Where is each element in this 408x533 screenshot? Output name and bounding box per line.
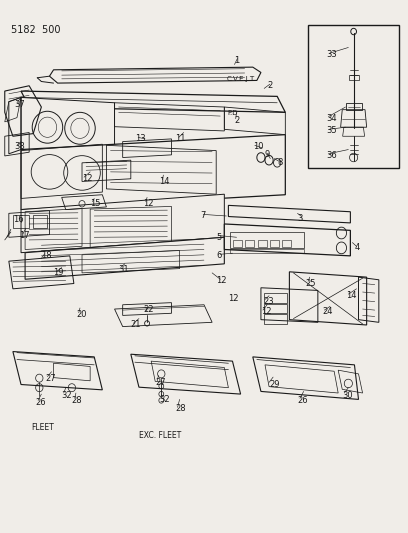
Text: 12: 12: [82, 174, 93, 183]
Polygon shape: [21, 194, 224, 253]
Text: 11: 11: [175, 134, 186, 143]
Text: 8: 8: [277, 158, 283, 167]
Bar: [264, 314, 286, 324]
Text: 27: 27: [45, 374, 56, 383]
Text: 9: 9: [265, 150, 270, 159]
Text: C.V.E.J.T: C.V.E.J.T: [226, 76, 255, 83]
Text: 33: 33: [326, 51, 337, 59]
Text: 13: 13: [135, 134, 146, 143]
Text: 20: 20: [76, 310, 86, 319]
Text: 15: 15: [90, 199, 101, 208]
Bar: [308, 25, 399, 168]
Polygon shape: [25, 237, 224, 279]
Text: 27: 27: [155, 378, 166, 387]
Bar: [270, 240, 279, 247]
Polygon shape: [131, 354, 241, 394]
Polygon shape: [21, 91, 285, 112]
Text: 32: 32: [159, 395, 170, 404]
Text: 32: 32: [62, 391, 72, 400]
Text: P.D: P.D: [228, 110, 238, 116]
Text: 10: 10: [253, 142, 263, 151]
Text: 3: 3: [297, 214, 303, 223]
Text: EXC. FLEET: EXC. FLEET: [139, 431, 181, 440]
Text: 23: 23: [263, 296, 274, 305]
Text: 14: 14: [159, 177, 170, 186]
Bar: [231, 249, 304, 253]
Text: 17: 17: [19, 231, 30, 240]
Text: 26: 26: [35, 398, 46, 407]
Text: 12: 12: [216, 276, 227, 285]
Text: 25: 25: [306, 279, 316, 288]
Bar: [264, 304, 286, 313]
Bar: [264, 293, 286, 303]
Text: 38: 38: [14, 142, 25, 151]
Text: 12: 12: [143, 199, 153, 208]
Text: 24: 24: [322, 307, 333, 316]
Text: 5182  500: 5182 500: [11, 25, 60, 35]
Bar: [233, 240, 242, 247]
Text: 2: 2: [235, 116, 240, 125]
Bar: [349, 75, 359, 80]
Polygon shape: [224, 224, 350, 256]
Bar: [33, 215, 47, 228]
Text: 2: 2: [267, 81, 272, 90]
Text: 12: 12: [261, 307, 271, 316]
Text: 6: 6: [216, 252, 222, 260]
Polygon shape: [253, 357, 359, 399]
Text: 19: 19: [53, 269, 64, 277]
Text: 35: 35: [326, 126, 337, 135]
Polygon shape: [21, 135, 285, 209]
Text: FLEET: FLEET: [31, 423, 54, 432]
Text: 28: 28: [175, 405, 186, 414]
Text: 7: 7: [200, 212, 205, 221]
Polygon shape: [13, 352, 102, 390]
Text: 21: 21: [131, 320, 141, 329]
Text: 30: 30: [342, 391, 353, 400]
Text: 16: 16: [13, 215, 24, 224]
Text: 4: 4: [355, 244, 360, 253]
Text: 26: 26: [297, 396, 308, 405]
Bar: [258, 240, 266, 247]
Text: 31: 31: [119, 265, 129, 273]
Text: 34: 34: [326, 114, 337, 123]
Text: 5: 5: [216, 233, 222, 242]
Bar: [13, 215, 29, 228]
Text: 28: 28: [72, 396, 82, 405]
Text: 18: 18: [41, 252, 52, 260]
Text: 29: 29: [269, 380, 279, 389]
Bar: [246, 240, 255, 247]
Text: 37: 37: [14, 100, 25, 109]
Text: 22: 22: [143, 304, 153, 313]
Text: 14: 14: [346, 291, 357, 300]
Text: 12: 12: [228, 294, 239, 303]
Polygon shape: [228, 205, 350, 223]
Bar: [282, 240, 291, 247]
Text: 1: 1: [235, 56, 240, 65]
Polygon shape: [21, 98, 115, 155]
Text: 36: 36: [326, 151, 337, 160]
Bar: [231, 232, 304, 248]
